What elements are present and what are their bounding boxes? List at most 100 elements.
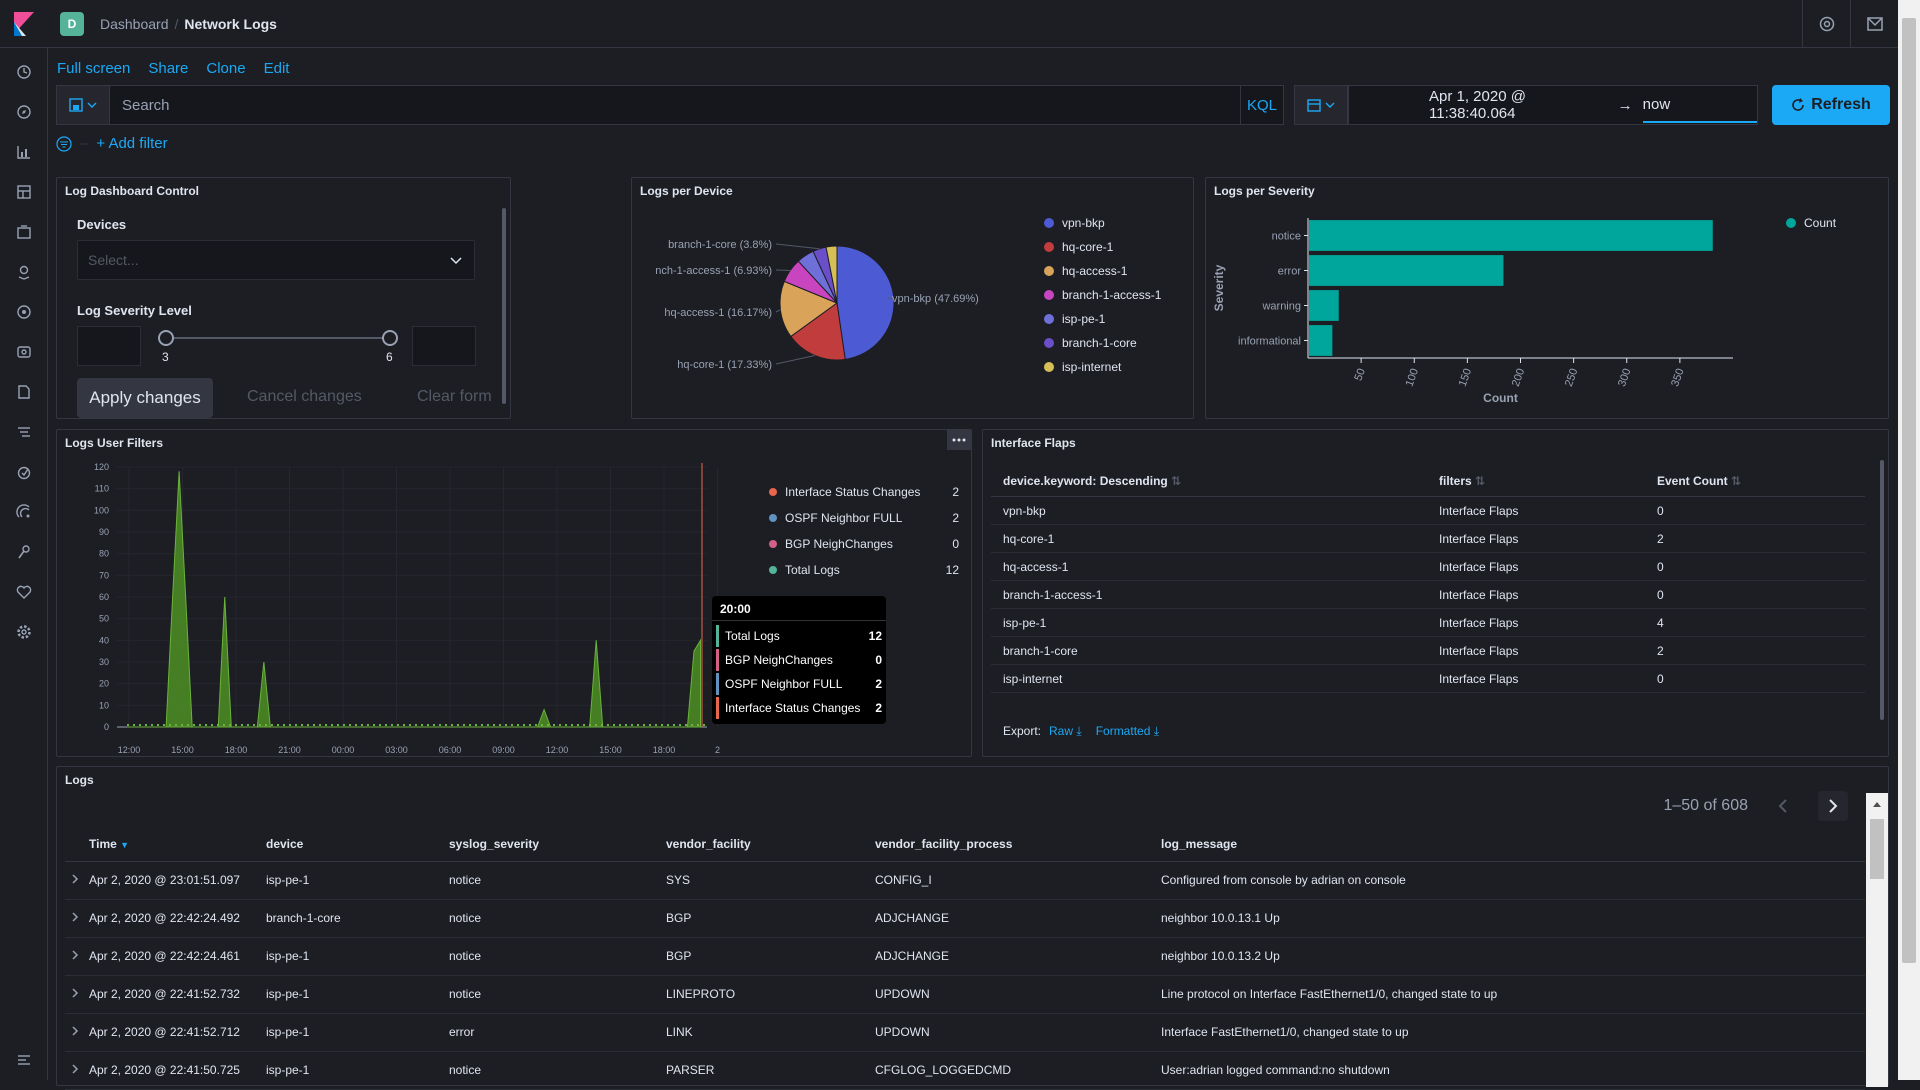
severity-max-input[interactable] <box>412 326 476 366</box>
visualize-icon[interactable] <box>14 142 34 162</box>
column-header-event-count[interactable]: Event Count ⇅ <box>1645 466 1865 497</box>
severity-legend-item[interactable]: Count <box>1786 216 1836 230</box>
management-gear-icon[interactable] <box>14 622 34 642</box>
area-x-tick: 18:00 <box>653 745 676 755</box>
legend-item[interactable]: Total Logs 12 <box>769 563 959 577</box>
column-header-severity[interactable]: syslog_severity <box>449 827 666 862</box>
filter-options-icon[interactable] <box>56 135 72 152</box>
devices-select[interactable]: Select... <box>77 240 475 280</box>
legend-item[interactable]: BGP NeighChanges 0 <box>769 537 959 551</box>
range-min-handle[interactable] <box>158 330 174 346</box>
tooltip-row-label: OSPF Neighbor FULL <box>725 677 843 691</box>
ml-icon[interactable] <box>14 302 34 322</box>
expand-row-chevron-icon[interactable] <box>65 899 89 938</box>
column-header-device[interactable]: device <box>266 827 449 862</box>
share-link[interactable]: Share <box>148 60 189 77</box>
table-cell: ADJCHANGE <box>875 899 1161 938</box>
mail-icon[interactable] <box>1850 0 1898 47</box>
range-max-handle[interactable] <box>382 330 398 346</box>
legend-item-branch-1-access-1[interactable]: branch-1-access-1 <box>1044 288 1161 302</box>
pie-slice-isp-internet[interactable] <box>825 245 838 304</box>
infrastructure-icon[interactable] <box>14 342 34 362</box>
siem-icon[interactable] <box>14 502 34 522</box>
discover-icon[interactable] <box>14 102 34 122</box>
panel-scrollbar[interactable] <box>1880 460 1884 720</box>
search-input[interactable]: Search <box>110 85 1240 125</box>
legend-item-isp-internet[interactable]: isp-internet <box>1044 360 1121 374</box>
severity-bar-informational[interactable] <box>1309 325 1333 356</box>
expand-row-chevron-icon[interactable] <box>65 1013 89 1052</box>
severity-bar-error[interactable] <box>1309 255 1504 286</box>
panel-options-icon[interactable] <box>947 430 971 450</box>
full-screen-link[interactable]: Full screen <box>57 60 131 77</box>
column-header-message[interactable]: log_message <box>1161 827 1865 862</box>
severity-bar-warning[interactable] <box>1309 290 1339 321</box>
logs-icon[interactable] <box>14 382 34 402</box>
area-series-total-logs[interactable] <box>127 471 701 728</box>
previous-page-button[interactable] <box>1768 791 1798 821</box>
legend-item[interactable]: Interface Status Changes 2 <box>769 485 959 499</box>
expand-row-chevron-icon[interactable] <box>65 861 89 900</box>
column-header-filters[interactable]: filters ⇅ <box>1427 466 1645 497</box>
help-icon[interactable] <box>1802 0 1850 47</box>
next-page-button[interactable] <box>1818 791 1848 821</box>
column-header-process[interactable]: vendor_facility_process <box>875 827 1161 862</box>
tooltip-row-label: BGP NeighChanges <box>725 653 833 667</box>
table-cell: Apr 2, 2020 @ 22:42:24.492 <box>89 899 266 938</box>
export-raw-link[interactable]: Raw ⤓ <box>1049 724 1082 738</box>
column-header-time[interactable]: Time ▼ <box>89 827 266 862</box>
page-scrollbar[interactable] <box>1898 0 1920 1080</box>
severity-min-input[interactable] <box>77 326 141 366</box>
end-date[interactable]: now <box>1642 88 1757 123</box>
legend-item[interactable]: OSPF Neighbor FULL 2 <box>769 511 959 525</box>
panel-scrollbar[interactable] <box>502 208 506 404</box>
canvas-icon[interactable] <box>14 222 34 242</box>
severity-bar-notice[interactable] <box>1309 220 1713 251</box>
clone-link[interactable]: Clone <box>206 60 246 77</box>
apply-changes-button[interactable]: Apply changes <box>77 378 213 418</box>
start-date[interactable]: Apr 1, 2020 @ 11:38:40.064 <box>1429 88 1526 122</box>
saved-query-button[interactable] <box>56 85 110 125</box>
uptime-icon[interactable] <box>14 462 34 482</box>
kql-toggle[interactable]: KQL <box>1240 85 1284 125</box>
severity-x-tick: 300 <box>1616 367 1634 388</box>
legend-item-branch-1-core[interactable]: branch-1-core <box>1044 336 1137 350</box>
expand-row-chevron-icon[interactable] <box>65 975 89 1014</box>
legend-item-hq-access-1[interactable]: hq-access-1 <box>1044 264 1127 278</box>
logs-scrollbar[interactable] <box>1866 793 1888 1087</box>
date-arrow: → <box>1617 96 1633 114</box>
table-cell: isp-pe-1 <box>266 975 449 1014</box>
edit-link[interactable]: Edit <box>263 60 290 77</box>
collapse-nav-icon[interactable] <box>14 1050 34 1070</box>
expand-row-chevron-icon[interactable] <box>65 937 89 976</box>
legend-item-vpn-bkp[interactable]: vpn-bkp <box>1044 216 1105 230</box>
dashboard-icon[interactable] <box>14 182 34 202</box>
add-filter-link[interactable]: + Add filter <box>96 135 168 152</box>
recent-icon[interactable] <box>14 62 34 82</box>
legend-item-isp-pe-1[interactable]: isp-pe-1 <box>1044 312 1105 326</box>
pie-slice-vpn-bkp[interactable] <box>836 245 895 360</box>
monitoring-icon[interactable] <box>14 582 34 602</box>
breadcrumb-dashboard[interactable]: Dashboard <box>100 15 169 32</box>
expand-row-chevron-icon[interactable] <box>65 1051 89 1090</box>
legend-label: isp-pe-1 <box>1062 312 1106 326</box>
column-header-facility[interactable]: vendor_facility <box>666 827 875 862</box>
legend-dot <box>1044 362 1054 372</box>
dev-tools-icon[interactable] <box>14 542 34 562</box>
legend-item-hq-core-1[interactable]: hq-core-1 <box>1044 240 1113 254</box>
clear-form-button[interactable]: Clear form <box>417 388 492 405</box>
quick-date-button[interactable] <box>1294 85 1348 125</box>
maps-icon[interactable] <box>14 262 34 282</box>
table-cell: isp-pe-1 <box>266 937 449 976</box>
tooltip-row-value: 0 <box>875 653 882 667</box>
column-header-device[interactable]: device.keyword: Descending ⇅ <box>991 466 1427 497</box>
refresh-button[interactable]: Refresh <box>1772 85 1890 125</box>
apm-icon[interactable] <box>14 422 34 442</box>
space-avatar[interactable]: D <box>60 11 84 36</box>
cancel-changes-button[interactable]: Cancel changes <box>247 388 362 405</box>
legend-dot <box>1044 338 1054 348</box>
kibana-logo-icon[interactable] <box>0 0 48 48</box>
area-y-tick: 100 <box>94 505 109 515</box>
table-cell: vpn-bkp <box>991 496 1427 525</box>
export-formatted-link[interactable]: Formatted ⤓ <box>1095 724 1160 738</box>
